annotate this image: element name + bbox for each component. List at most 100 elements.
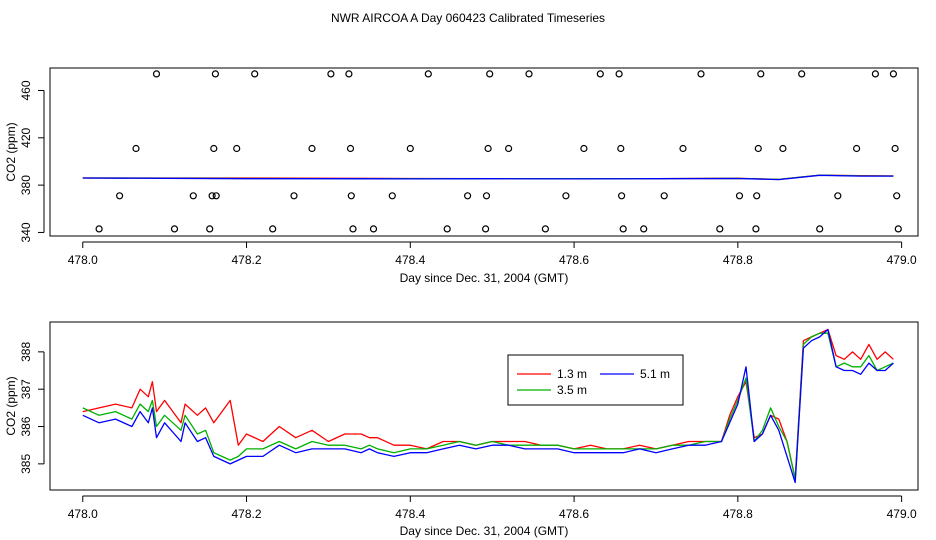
top-panel: 478.0 478.2 478.4 478.6 478.8 479.0 340 380 420… bbox=[4, 67, 919, 285]
bottom-series-lines bbox=[82, 328, 894, 484]
top-x-tick-label: 478.6 bbox=[559, 253, 589, 267]
bottom-y-tick-label: 388 bbox=[19, 342, 33, 362]
bottom-y-axis: 385 386 387 388 bbox=[19, 342, 45, 474]
legend-label-3-5m: 3.5 m bbox=[557, 383, 587, 397]
scatter-point bbox=[834, 192, 842, 200]
scatter-point bbox=[464, 192, 472, 200]
scatter-point bbox=[152, 70, 161, 78]
top-x-tick-label: 478.8 bbox=[723, 253, 753, 267]
bottom-x-tick-label: 478.4 bbox=[395, 507, 425, 521]
scatter-point bbox=[251, 70, 259, 78]
scatter-point bbox=[580, 144, 588, 153]
top-x-tick-label: 479.0 bbox=[887, 253, 917, 267]
bottom-x-tick-label: 478.6 bbox=[559, 507, 589, 521]
top-x-label: Day since Dec. 31, 2004 (GMT) bbox=[400, 271, 569, 285]
scatter-point bbox=[617, 144, 625, 153]
scatter-point bbox=[852, 144, 861, 153]
scatter-point bbox=[894, 225, 902, 233]
scatter-point bbox=[233, 144, 241, 153]
bottom-series-line-5-1-m bbox=[82, 328, 894, 484]
scatter-point bbox=[871, 70, 880, 78]
scatter-point bbox=[779, 144, 787, 153]
top-series-lines bbox=[82, 174, 894, 181]
legend-label-1-3m: 1.3 m bbox=[557, 367, 587, 381]
top-y-axis: 340 380 420 460 bbox=[19, 80, 45, 242]
scatter-point bbox=[346, 144, 355, 153]
scatter-point bbox=[660, 192, 668, 200]
scatter-point bbox=[486, 70, 494, 78]
scatter-point bbox=[206, 225, 214, 233]
scatter-point bbox=[798, 70, 806, 78]
scatter-point bbox=[697, 70, 705, 78]
scatter-point bbox=[562, 192, 570, 200]
scatter-point bbox=[424, 70, 432, 78]
scatter-point bbox=[482, 225, 490, 233]
bottom-x-tick-label: 478.2 bbox=[232, 507, 262, 521]
top-x-axis: 478.0 478.2 478.4 478.6 478.8 479.0 bbox=[68, 241, 917, 267]
bottom-x-label: Day since Dec. 31, 2004 (GMT) bbox=[400, 524, 569, 538]
scatter-point bbox=[345, 70, 353, 78]
scatter-point bbox=[716, 225, 724, 233]
scatter-point bbox=[640, 225, 648, 233]
top-x-tick-label: 478.2 bbox=[232, 253, 262, 267]
scatter-point bbox=[619, 225, 627, 233]
scatter-point bbox=[269, 225, 277, 233]
scatter-point bbox=[212, 192, 220, 200]
scatter-point bbox=[757, 70, 765, 78]
scatter-point bbox=[679, 144, 687, 153]
scatter-point bbox=[443, 225, 451, 233]
top-y-tick-label: 380 bbox=[19, 175, 33, 195]
scatter-point bbox=[753, 192, 761, 200]
top-y-tick-label: 340 bbox=[19, 222, 33, 242]
scatter-point bbox=[482, 192, 491, 200]
bottom-series-line-3-5-m bbox=[82, 332, 894, 480]
scatter-point bbox=[388, 192, 396, 200]
bottom-y-tick-label: 385 bbox=[19, 454, 33, 474]
scatter-point bbox=[735, 192, 744, 200]
scatter-point bbox=[891, 144, 899, 153]
scatter-point bbox=[752, 225, 760, 233]
scatter-point bbox=[132, 144, 140, 153]
legend: 1.3 m 5.1 m 3.5 m bbox=[507, 354, 684, 406]
bottom-y-tick-label: 387 bbox=[19, 379, 33, 399]
scatter-point bbox=[208, 192, 216, 200]
scatter-point bbox=[525, 70, 533, 78]
scatter-point bbox=[347, 192, 355, 200]
top-y-tick-label: 460 bbox=[19, 80, 33, 100]
bottom-series-line-1-3-m bbox=[82, 328, 894, 480]
scatter-point bbox=[889, 70, 898, 78]
scatter-point bbox=[95, 225, 103, 233]
scatter-point bbox=[505, 144, 513, 153]
scatter-point bbox=[349, 225, 357, 233]
bottom-x-axis: 478.0 478.2 478.4 478.6 478.8 479.0 bbox=[68, 495, 917, 521]
figure-title: NWR AIRCOA A Day 060423 Calibrated Times… bbox=[331, 11, 605, 25]
scatter-point bbox=[115, 192, 124, 200]
scatter-point bbox=[308, 144, 316, 153]
top-series-line-5-1-m bbox=[82, 174, 894, 181]
scatter-point bbox=[484, 144, 492, 153]
scatter-point bbox=[617, 192, 626, 200]
scatter-point bbox=[290, 192, 298, 200]
top-x-tick-label: 478.0 bbox=[68, 253, 98, 267]
scatter-point bbox=[170, 225, 179, 233]
bottom-x-tick-label: 478.8 bbox=[723, 507, 753, 521]
scatter-point bbox=[816, 225, 824, 233]
scatter-point bbox=[406, 144, 414, 153]
top-circle-points bbox=[95, 70, 902, 233]
bottom-y-label: CO2 (ppm) bbox=[4, 376, 18, 435]
scatter-point bbox=[210, 144, 218, 153]
scatter-point bbox=[369, 225, 378, 233]
top-y-tick-label: 420 bbox=[19, 127, 33, 147]
top-y-label: CO2 (ppm) bbox=[4, 122, 18, 181]
scatter-point bbox=[189, 192, 197, 200]
top-x-tick-label: 478.4 bbox=[395, 253, 425, 267]
scatter-point bbox=[596, 70, 604, 78]
scatter-point bbox=[615, 70, 623, 78]
legend-box bbox=[507, 354, 684, 406]
scatter-point bbox=[327, 70, 335, 78]
bottom-panel: 478.0 478.2 478.4 478.6 478.8 479.0 385 386 387… bbox=[4, 321, 919, 538]
scatter-point bbox=[211, 70, 219, 78]
scatter-point bbox=[893, 192, 901, 200]
scatter-point bbox=[541, 225, 550, 233]
